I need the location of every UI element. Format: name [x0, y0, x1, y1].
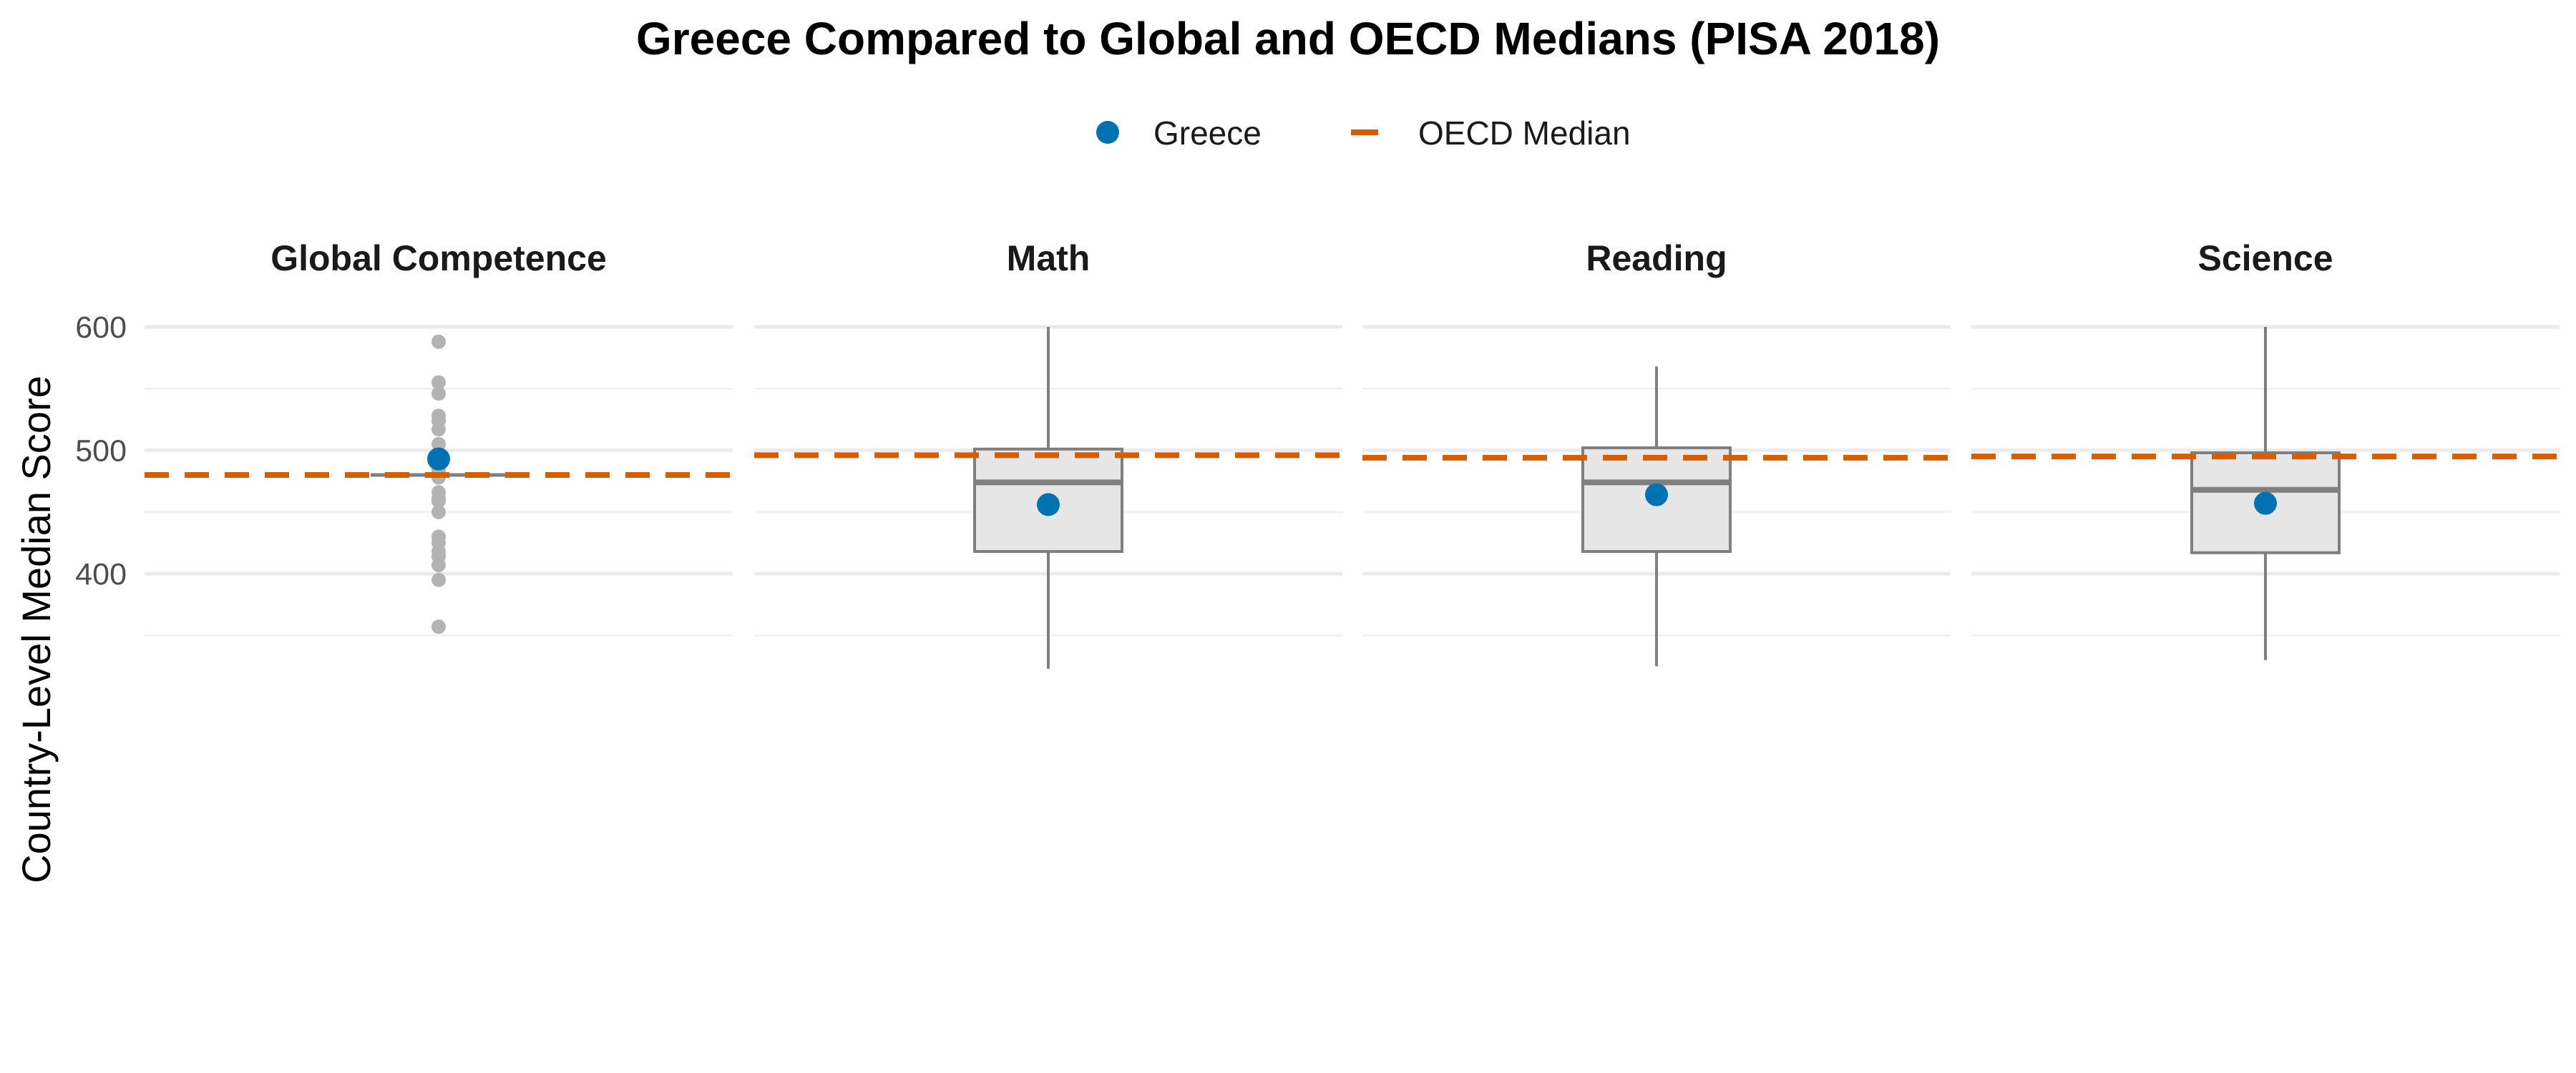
panel-3: Science [1971, 238, 2560, 660]
facet-panels: Global Competence Math Reading Science [145, 238, 2560, 669]
legend-greece-icon [1096, 121, 1119, 144]
panel-2: Reading [1362, 238, 1951, 667]
outlier-point [431, 619, 446, 635]
outlier-point [431, 334, 446, 349]
outlier-point [431, 557, 446, 572]
y-tick-label-400: 400 [75, 557, 127, 592]
panel-0: Global Competence [145, 238, 733, 637]
outlier-point [431, 375, 446, 390]
legend-greece-label: Greece [1153, 114, 1262, 152]
outlier-point [431, 494, 446, 509]
panel-label: Science [2197, 238, 2333, 278]
greece-point [1037, 493, 1060, 516]
greece-point [1645, 483, 1668, 506]
greece-point [2254, 491, 2277, 515]
y-axis-ticks: 400 500 600 [75, 310, 127, 592]
greece-point [427, 447, 450, 471]
panel-label: Reading [1586, 238, 1727, 278]
outlier-point [431, 436, 446, 451]
panel-1: Math [754, 238, 1342, 669]
outlier-point [431, 572, 446, 587]
legend-oecd-label: OECD Median [1418, 114, 1631, 152]
panel-label: Math [1007, 238, 1091, 278]
chart-title: Greece Compared to Global and OECD Media… [636, 13, 1940, 64]
outlier-point [431, 504, 446, 519]
legend: Greece OECD Median [1096, 114, 1631, 152]
panel-label: Global Competence [270, 238, 607, 278]
outlier-point [431, 386, 446, 401]
outlier-point [431, 422, 446, 437]
y-tick-label-500: 500 [75, 434, 127, 469]
y-axis-label: Country-Level Median Score [14, 376, 59, 883]
y-tick-label-600: 600 [75, 310, 127, 345]
